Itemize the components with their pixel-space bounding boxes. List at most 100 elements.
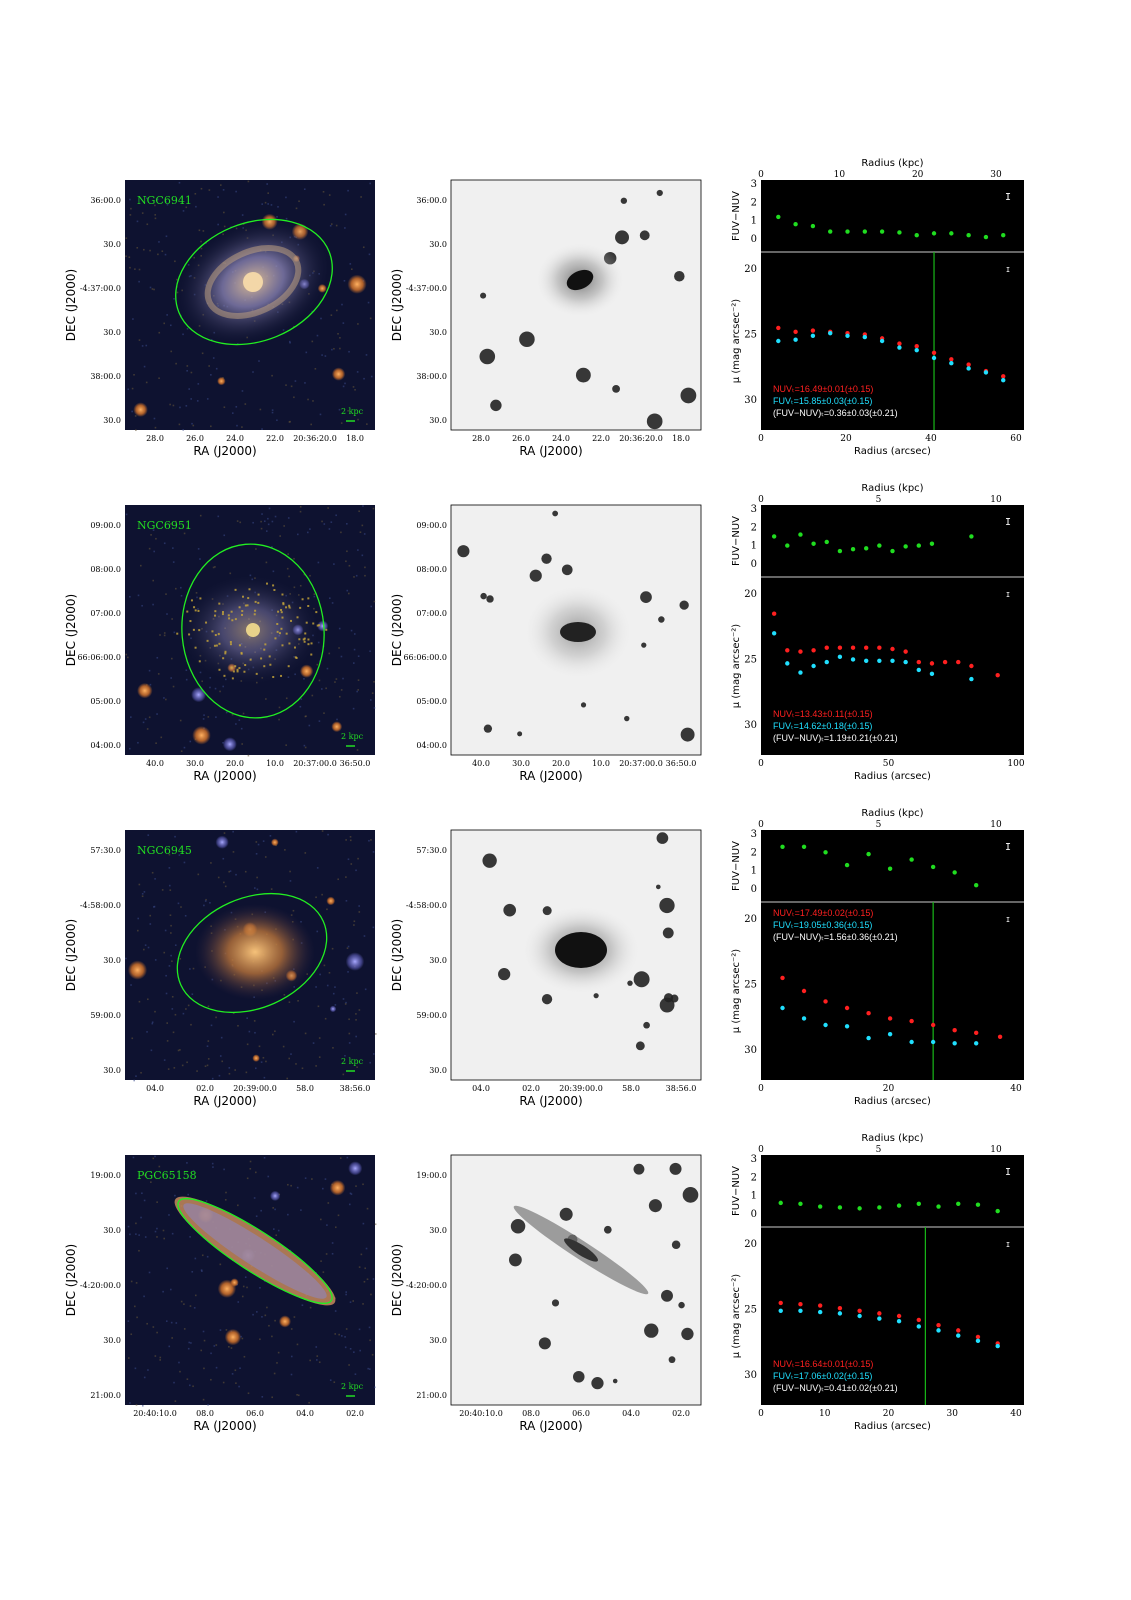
noise-pixel	[304, 746, 307, 749]
hii-knot	[218, 642, 221, 645]
noise-pixel	[249, 1160, 252, 1163]
noise-pixel	[205, 1200, 208, 1202]
color-point	[776, 214, 781, 220]
noise-pixel	[307, 398, 309, 401]
noise-pixel	[129, 1402, 131, 1404]
noise-pixel	[127, 1357, 130, 1359]
fuv-point	[995, 1343, 1000, 1349]
noise-pixel	[301, 1067, 304, 1070]
color-point	[916, 543, 921, 548]
noise-pixel	[156, 1227, 158, 1230]
noise-pixel	[128, 747, 131, 750]
noise-pixel	[350, 1193, 353, 1195]
noise-pixel	[170, 677, 172, 679]
noise-pixel	[137, 929, 139, 932]
galaxy-disk-blue	[183, 1203, 327, 1299]
noise-pixel	[336, 718, 338, 721]
noise-pixel	[129, 1233, 131, 1236]
noise-pixel	[271, 546, 273, 548]
noise-pixel	[215, 716, 217, 718]
dec-tick-label: -4:58:00.0	[80, 901, 121, 910]
noise-pixel	[136, 220, 139, 223]
noise-pixel	[349, 836, 352, 838]
noise-pixel	[339, 347, 341, 350]
fuv-point	[778, 1308, 783, 1313]
grey-star	[635, 1041, 645, 1051]
noise-pixel	[212, 357, 215, 359]
noise-pixel	[125, 513, 128, 516]
color-tick-label: 2	[751, 1172, 757, 1183]
color-point	[844, 862, 850, 868]
noise-pixel	[328, 528, 331, 530]
hii-knot	[214, 634, 217, 637]
noise-pixel	[135, 1233, 137, 1235]
ra-tick-label: 26.0	[512, 434, 530, 443]
noise-pixel	[293, 396, 295, 399]
hii-knot	[236, 668, 239, 671]
noise-pixel	[324, 1178, 327, 1180]
hii-knot	[257, 601, 260, 604]
hii-knot	[276, 623, 279, 626]
grey-star	[671, 1240, 681, 1250]
hii-knot	[244, 664, 247, 667]
noise-pixel	[170, 1288, 172, 1291]
noise-pixel	[172, 1031, 175, 1034]
noise-pixel	[303, 744, 306, 747]
noise-pixel	[146, 223, 149, 226]
nuv-point	[811, 648, 816, 653]
noise-pixel	[285, 384, 287, 386]
noise-pixel	[163, 697, 165, 699]
noise-pixel	[278, 706, 281, 709]
fuv-point	[862, 334, 868, 340]
noise-pixel	[206, 398, 209, 400]
noise-pixel	[344, 382, 346, 385]
color-point	[931, 231, 937, 236]
noise-pixel	[363, 377, 365, 380]
hii-knot	[231, 677, 234, 680]
noise-pixel	[214, 566, 216, 568]
noise-pixel	[240, 727, 243, 730]
noise-pixel	[274, 515, 277, 518]
nuv-point	[997, 1034, 1003, 1039]
hii-knot	[296, 616, 299, 619]
noise-pixel	[141, 212, 144, 214]
noise-pixel	[341, 303, 343, 306]
kpc-tick-label: 0	[758, 170, 764, 180]
ra-tick-label: 28.0	[472, 434, 490, 443]
noise-pixel	[143, 365, 146, 368]
noise-pixel	[340, 655, 343, 658]
noise-pixel	[332, 992, 335, 995]
noise-pixel	[169, 403, 171, 406]
noise-pixel	[345, 1293, 347, 1296]
noise-pixel	[205, 898, 207, 901]
noise-pixel	[157, 253, 159, 256]
noise-pixel	[304, 1032, 307, 1035]
profile-panel-2	[761, 830, 1024, 1080]
noise-pixel	[364, 988, 367, 991]
fuv-point	[828, 330, 833, 336]
ra-tick-label: 20:40:10.0	[459, 1409, 503, 1418]
dec-tick-label: 30.0	[103, 416, 121, 425]
star	[299, 664, 314, 678]
noise-pixel	[140, 1216, 142, 1219]
noise-pixel	[368, 1326, 371, 1329]
noise-pixel	[134, 268, 136, 270]
star	[217, 376, 226, 386]
nuv-point	[798, 649, 803, 654]
noise-pixel	[276, 419, 278, 422]
noise-pixel	[254, 1067, 257, 1070]
noise-pixel	[156, 656, 159, 659]
noise-pixel	[313, 595, 316, 598]
dec-tick-label: 05:00.0	[90, 697, 121, 706]
noise-pixel	[288, 1001, 291, 1003]
noise-pixel	[231, 713, 234, 716]
hii-knot	[228, 617, 231, 620]
noise-pixel	[174, 587, 177, 590]
hii-knot	[218, 668, 221, 671]
ra-axis-label: RA (J2000)	[519, 769, 582, 783]
star	[278, 1315, 292, 1328]
fuv-point	[879, 338, 885, 344]
noise-pixel	[287, 676, 290, 679]
noise-pixel	[342, 322, 345, 324]
noise-pixel	[364, 1267, 367, 1270]
